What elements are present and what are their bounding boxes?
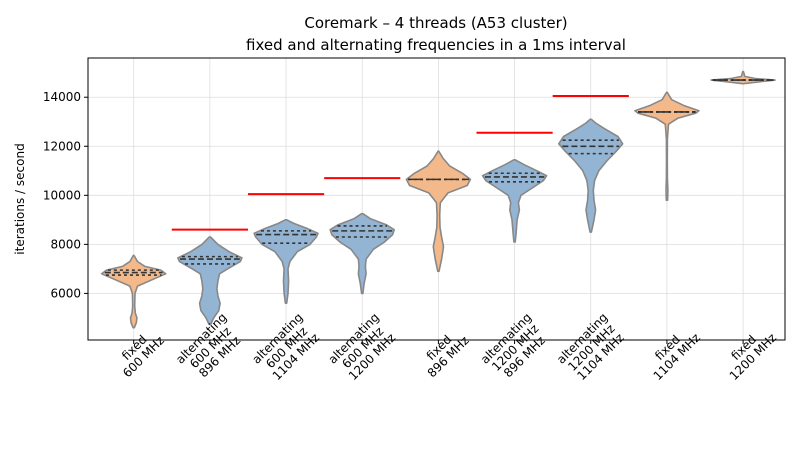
x-tick-label-text: alternating600 MHz896 MHz	[173, 310, 248, 385]
x-tick-label-text: alternating600 MHz1200 MHz	[325, 310, 400, 385]
y-tick-label: 12000	[43, 139, 81, 153]
x-tick-label: fixed1200 MHz	[718, 321, 780, 383]
x-tick-label-text: alternating1200 MHz1104 MHz	[554, 310, 629, 385]
x-tick-label: alternating1200 MHz896 MHz	[478, 310, 553, 385]
y-tick-label: 14000	[43, 90, 81, 104]
violin-body	[481, 159, 548, 243]
x-axis-ticks: fixed600 MHz alternating600 MHz896 MHz alt…	[111, 310, 780, 385]
chart-title-line1: Coremark – 4 threads (A53 cluster)	[304, 14, 567, 32]
violin-body	[100, 254, 167, 329]
y-axis-ticks: 6000 8000 10000 12000 14000	[43, 90, 88, 300]
violin-body	[405, 150, 472, 273]
x-tick-label-text: alternating1200 MHz896 MHz	[478, 310, 553, 385]
x-tick-label: alternating1200 MHz1104 MHz	[554, 310, 629, 385]
x-tick-label-text: fixed896 MHz	[416, 324, 472, 380]
chart-title-line2: fixed and alternating frequencies in a 1…	[246, 36, 626, 54]
y-tick-label: 10000	[43, 188, 81, 202]
x-tick-label: fixed600 MHz	[111, 324, 167, 380]
x-tick-label-text: fixed1200 MHz	[718, 321, 780, 383]
y-tick-label: 8000	[50, 237, 81, 251]
violin-body	[329, 212, 395, 295]
x-tick-label: alternating600 MHz1104 MHz	[249, 310, 324, 385]
x-tick-label: fixed1104 MHz	[641, 321, 703, 383]
violin-body	[634, 91, 700, 201]
y-axis-label: iterations / second	[13, 143, 27, 254]
x-tick-label-text: fixed600 MHz	[111, 324, 167, 380]
expected-lines	[171, 95, 629, 231]
violin-body	[710, 70, 776, 85]
x-tick-label: alternating600 MHz1200 MHz	[325, 310, 400, 385]
violin-body	[177, 236, 243, 325]
x-tick-label-text: alternating600 MHz1104 MHz	[249, 310, 324, 385]
plot-frame	[87, 57, 786, 341]
x-tick-label: alternating600 MHz896 MHz	[173, 310, 248, 385]
x-tick-label-text: fixed1104 MHz	[641, 321, 703, 383]
violin-body	[253, 219, 319, 304]
violins	[100, 70, 776, 329]
violin-body	[558, 118, 624, 233]
x-tick-label: fixed896 MHz	[416, 324, 472, 380]
y-tick-label: 6000	[50, 286, 81, 300]
